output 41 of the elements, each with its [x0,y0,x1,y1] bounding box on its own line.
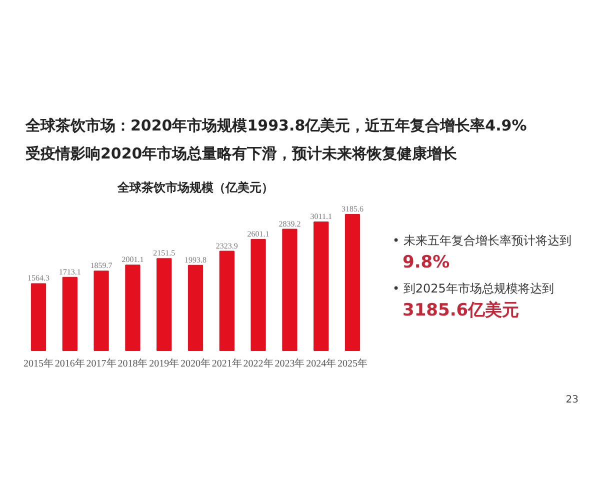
chart-subtitle: 受疫情影响2020年市场总量略有下滑，预计未来将恢复健康增长 [24,144,458,162]
text: 9.8% [402,252,450,272]
text: 23 [566,394,579,406]
data-label: 1713.1 [58,267,81,276]
data-label: 1993.8 [184,255,206,264]
bar [250,238,266,351]
data-label: 2001.1 [122,255,144,264]
bar [156,258,172,351]
data-label: 3185.6 [342,204,364,214]
data-label: 2601.1 [247,229,270,238]
text: • 未来五年复合增长率预计将达到 [392,234,572,248]
x-tick-label: 2016年 [54,358,85,370]
bar [219,250,234,351]
bar [188,264,204,351]
data-label: 2839.2 [278,219,301,228]
data-label: 1564.3 [28,274,50,283]
x-tick-label: 2021年 [212,358,242,370]
bar [282,228,298,351]
x-tick-label: 2018年 [118,358,148,370]
x-tick-label: 2025年 [338,358,368,370]
bar [30,283,46,351]
bar [125,264,140,351]
data-label: 3011.1 [310,212,332,221]
x-tick-label: 2022年 [243,358,274,370]
bar [314,221,329,351]
text: • 到2025年市场总规模将达到 [392,282,554,296]
data-label: 2151.5 [153,248,176,258]
x-tick-label: 2024年 [306,358,336,370]
chart-title: 全球茶饮市场：2020年市场规模1993.8亿美元，近五年复合增长率4.9% [24,116,527,134]
x-tick-label: 2020年 [180,358,210,370]
text: 3185.6亿美元 [402,300,520,320]
x-tick-label: 2019年 [149,358,180,370]
x-tick-label: 2017年 [86,358,116,370]
bar [94,270,109,351]
bar [62,276,78,351]
x-tick-label: 2023年 [274,358,305,370]
data-label: 1859.7 [90,261,112,270]
bar [344,214,360,351]
text: 全球茶饮市场规模（亿美元） [116,180,274,194]
x-tick-label: 2015年 [24,358,54,370]
data-label: 2323.9 [216,241,238,250]
